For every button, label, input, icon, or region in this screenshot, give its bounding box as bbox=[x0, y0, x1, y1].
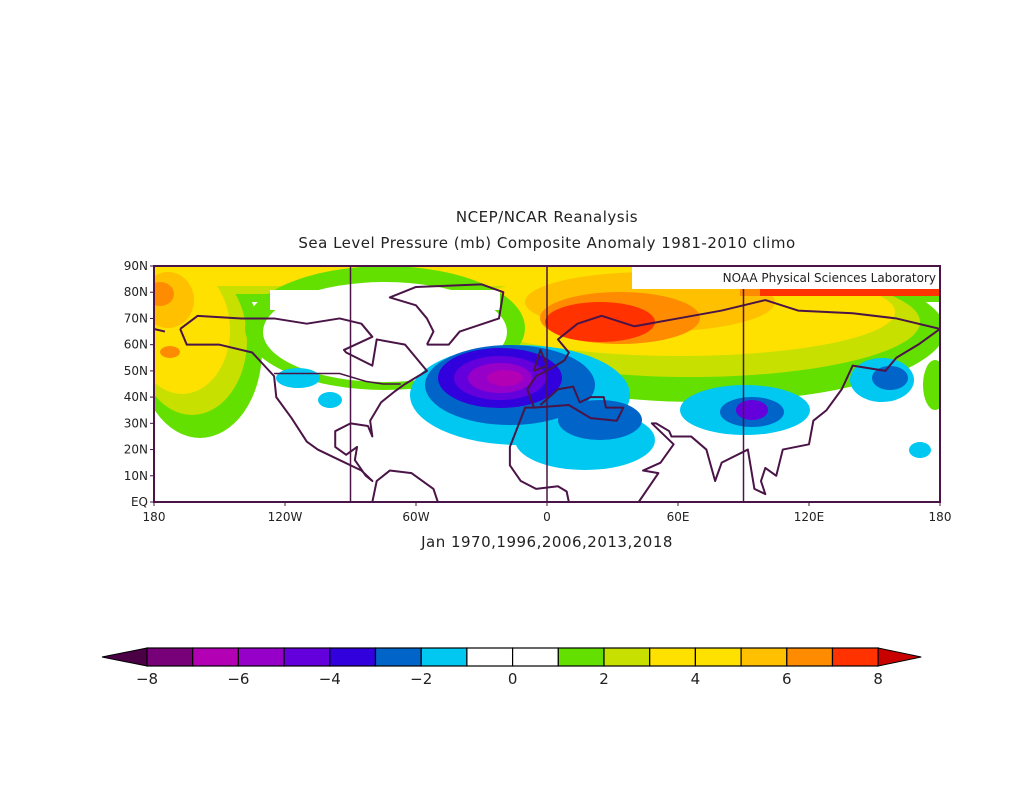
colorbar-tick-label: 4 bbox=[691, 670, 701, 688]
colorbar-tick-label: −2 bbox=[410, 670, 432, 688]
lat-tick-label: 90N bbox=[124, 259, 148, 273]
colorbar-cell bbox=[557, 647, 605, 667]
colorbar-tick-label: −8 bbox=[136, 670, 158, 688]
lon-tick-label: 60E bbox=[667, 510, 690, 524]
colorbar-cell bbox=[466, 647, 514, 667]
lon-tick-label: 60W bbox=[402, 510, 429, 524]
colorbar-tick-label: 8 bbox=[873, 670, 883, 688]
anomaly-field: NOAA Physical Sciences Laboratory bbox=[154, 266, 940, 502]
us-canada-border bbox=[274, 372, 401, 385]
alaska-west-coastline bbox=[154, 327, 166, 333]
lat-tick-label: 10N bbox=[124, 469, 148, 483]
colorbar-cell bbox=[237, 647, 285, 667]
colorbar-cell bbox=[831, 647, 879, 667]
colorbar-cell bbox=[740, 647, 788, 667]
colorbar-tick-label: 2 bbox=[599, 670, 609, 688]
contour-fill bbox=[760, 286, 940, 296]
contour-fill bbox=[554, 310, 626, 334]
credit-label: NOAA Physical Sciences Laboratory bbox=[723, 271, 936, 285]
colorbar-tick-label: 0 bbox=[508, 670, 518, 688]
colorbar-cell bbox=[329, 647, 377, 667]
colorbar-cell bbox=[603, 647, 651, 667]
colorbar-tick-label: −4 bbox=[319, 670, 341, 688]
contour-fill bbox=[318, 392, 342, 408]
contour-fill bbox=[160, 346, 180, 358]
lon-tick-label: 120W bbox=[268, 510, 303, 524]
colorbar-cell bbox=[146, 647, 194, 667]
lon-tick-label: 180 bbox=[143, 510, 166, 524]
lat-tick-label: 40N bbox=[124, 390, 148, 404]
lon-tick-label: 0 bbox=[543, 510, 551, 524]
lon-tick-label: 120E bbox=[794, 510, 825, 524]
contour-fill bbox=[736, 400, 768, 420]
colorbar-cell bbox=[420, 647, 468, 667]
colorbar-cell bbox=[374, 647, 422, 667]
south-america-coastline bbox=[371, 469, 439, 502]
contour-fill bbox=[270, 290, 500, 310]
colorbar-cell bbox=[192, 647, 239, 667]
credit-box bbox=[632, 266, 940, 289]
colorbar-tick-label: −6 bbox=[227, 670, 249, 688]
chart-subtitle: Sea Level Pressure (mb) Composite Anomal… bbox=[298, 234, 796, 252]
colorbar-tick-label: 6 bbox=[782, 670, 792, 688]
lon-tick-label: 180 bbox=[929, 510, 952, 524]
colorbar-cell bbox=[283, 647, 331, 667]
eurasia-africa-coastline bbox=[508, 299, 940, 502]
lat-tick-label: 70N bbox=[124, 311, 148, 325]
mediterranean-coastline bbox=[533, 385, 625, 422]
colorbar-cell bbox=[694, 647, 742, 667]
colorbar-cell bbox=[511, 647, 559, 667]
chart-title: NCEP/NCAR Reanalysis bbox=[455, 208, 639, 226]
contour-fill bbox=[487, 370, 523, 386]
lat-tick-label: 80N bbox=[124, 285, 148, 299]
period-label: Jan 1970,1996,2006,2013,2018 bbox=[421, 533, 673, 551]
lat-tick-label: EQ bbox=[131, 495, 148, 509]
lat-tick-label: 20N bbox=[124, 443, 148, 457]
colorbar-cell bbox=[786, 647, 834, 667]
greenland-coastline bbox=[388, 283, 505, 346]
contour-fill bbox=[909, 442, 931, 458]
lat-tick-label: 30N bbox=[124, 416, 148, 430]
contour-fill bbox=[923, 360, 940, 410]
lat-tick-label: 50N bbox=[124, 364, 148, 378]
colorbar-under-arrow bbox=[101, 647, 148, 667]
british-isles-coastline bbox=[532, 348, 548, 372]
north-america-coastline bbox=[179, 314, 428, 483]
contour-fill bbox=[154, 282, 174, 306]
contour-fill bbox=[276, 368, 320, 388]
colorbar-over-arrow bbox=[877, 647, 922, 667]
contour-fill bbox=[872, 366, 908, 390]
colorbar-cell bbox=[649, 647, 697, 667]
lat-tick-label: 60N bbox=[124, 338, 148, 352]
